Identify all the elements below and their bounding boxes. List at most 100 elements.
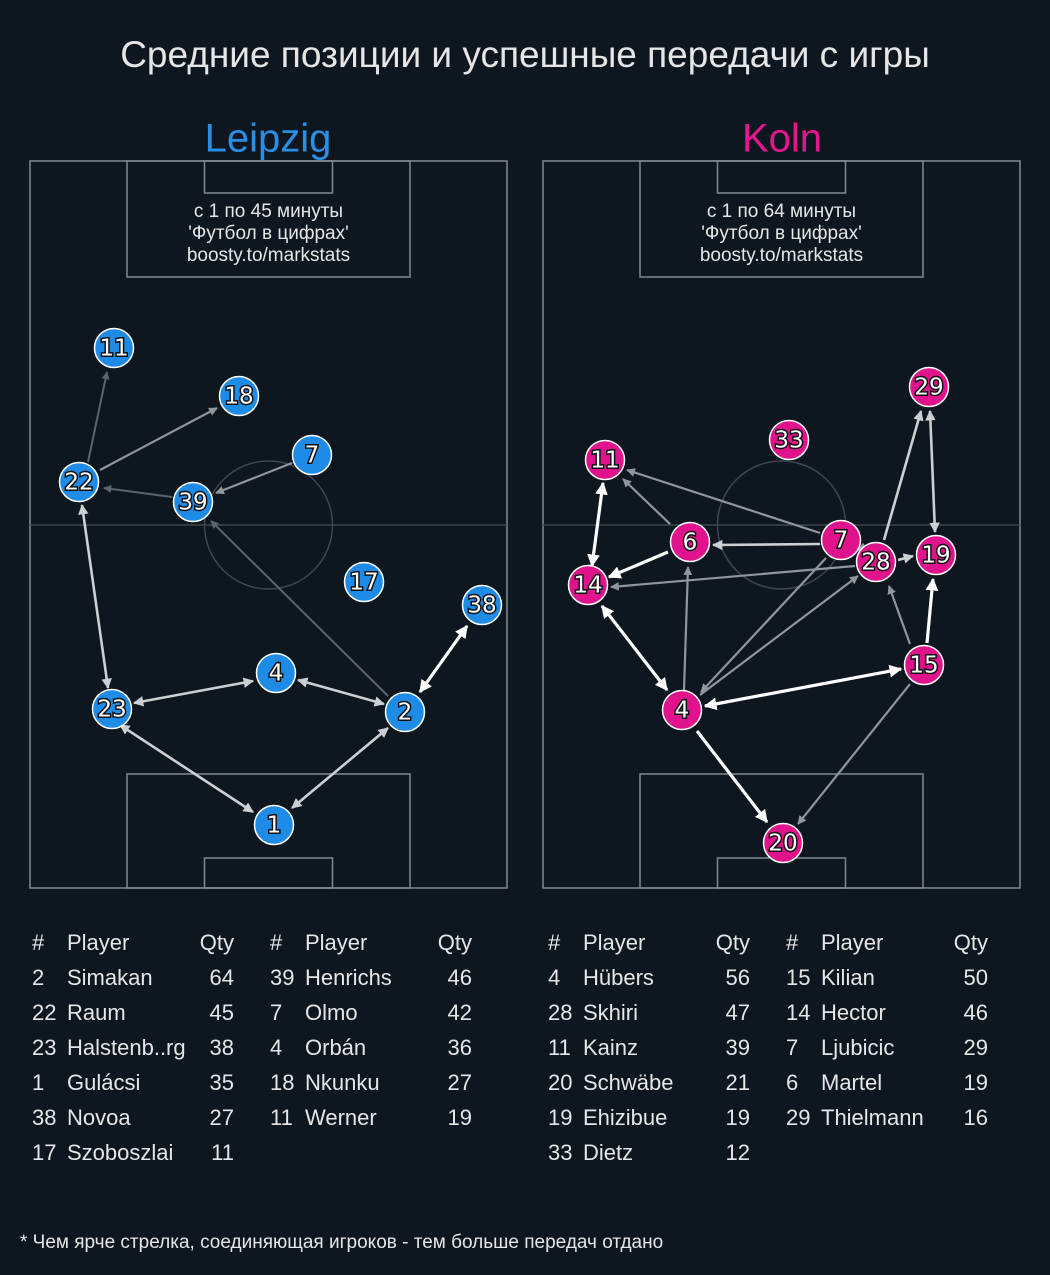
- pass-qty: 19: [448, 1105, 472, 1130]
- pitch-note: 'Футбол в цифрах': [188, 223, 348, 244]
- player-name: Olmo: [305, 1000, 358, 1025]
- column-header: #: [270, 930, 283, 955]
- arrows: [78, 371, 940, 825]
- pass-arrow: [682, 566, 693, 691]
- player-node: [567, 564, 609, 606]
- pass-qty: 39: [726, 1035, 750, 1060]
- player-node: [908, 366, 950, 408]
- center-circle: [203, 460, 334, 590]
- player-shirt: 4: [548, 965, 560, 990]
- player-shirt: 19: [548, 1105, 572, 1130]
- column-header: #: [32, 930, 45, 955]
- pass-arrow: [699, 575, 859, 696]
- player-number: 29: [914, 375, 943, 401]
- player-number: 19: [921, 543, 950, 569]
- pass-arrow: [882, 410, 924, 541]
- pass-qty: 19: [726, 1105, 750, 1130]
- player-number: 38: [467, 593, 496, 619]
- column-header: Player: [67, 930, 129, 955]
- pass-arrow: [210, 520, 389, 697]
- pitch-note: 'Футбол в цифрах': [701, 223, 861, 244]
- player-name: Orbán: [305, 1035, 366, 1060]
- player-number: 4: [675, 698, 690, 724]
- player-node: [93, 327, 135, 369]
- column-header: Qty: [954, 930, 988, 955]
- player-number: 1: [267, 813, 282, 839]
- player-number: 23: [97, 697, 126, 723]
- player-number: 14: [573, 573, 602, 599]
- pitch-note: с 1 по 45 минуты: [194, 201, 343, 222]
- player-name: Dietz: [583, 1140, 633, 1165]
- player-node: [91, 688, 133, 730]
- player-name: Gulácsi: [67, 1070, 140, 1095]
- player-shirt: 11: [548, 1035, 571, 1060]
- player-number: 18: [224, 384, 253, 410]
- pass-qty: 45: [210, 1000, 234, 1025]
- player-shirt: 18: [270, 1070, 294, 1095]
- pass-arrow: [925, 577, 939, 644]
- player-shirt: 23: [32, 1035, 56, 1060]
- player-shirt: 28: [548, 1000, 572, 1025]
- player-shirt: 14: [786, 1000, 810, 1025]
- pass-arrow: [119, 723, 254, 814]
- player-name: Hector: [821, 1000, 886, 1025]
- pitch-note: boosty.to/markstats: [700, 245, 863, 266]
- pass-qty: 27: [448, 1070, 472, 1095]
- player-shirt: 15: [786, 965, 810, 990]
- player-node: [58, 461, 100, 503]
- player-node: [669, 521, 711, 563]
- player-name: Schwäbe: [583, 1070, 674, 1095]
- pass-qty: 19: [964, 1070, 988, 1095]
- player-node: [915, 534, 957, 576]
- player-name: Kilian: [821, 965, 875, 990]
- pass-arrow: [99, 407, 218, 471]
- pass-arrow: [587, 481, 608, 568]
- player-number: 7: [834, 528, 849, 554]
- pass-qty: 27: [210, 1105, 234, 1130]
- pass-arrow: [797, 683, 911, 825]
- player-node: [172, 481, 214, 523]
- pass-arrow: [418, 624, 469, 694]
- nodes: 11 18 7 22 39 17 38 4 23 2 1 29 33 11 6 7 28 19 14 15 4 20: [58, 327, 957, 864]
- pass-arrow: [215, 461, 293, 495]
- player-node: [291, 434, 333, 476]
- player-node: [384, 691, 426, 733]
- pass-arrow: [711, 539, 821, 551]
- goal-box: [203, 857, 334, 889]
- pitch-note: boosty.to/markstats: [187, 245, 350, 266]
- player-name: Thielmann: [821, 1105, 924, 1130]
- player-name: Werner: [305, 1105, 377, 1130]
- pass-qty: 47: [726, 1000, 750, 1025]
- player-node: [768, 419, 810, 461]
- player-node: [855, 541, 897, 583]
- player-shirt: 7: [270, 1000, 282, 1025]
- player-node: [584, 439, 626, 481]
- player-name: Simakan: [67, 965, 153, 990]
- player-name: Martel: [821, 1070, 882, 1095]
- column-header: #: [786, 930, 799, 955]
- team-name: Leipzig: [205, 117, 332, 161]
- player-node: [253, 804, 295, 846]
- player-node: [903, 644, 945, 686]
- player-shirt: 20: [548, 1070, 572, 1095]
- pass-arrow: [607, 550, 669, 579]
- pass-qty: 11: [211, 1140, 234, 1165]
- column-header: Player: [583, 930, 645, 955]
- pass-arrow: [600, 604, 669, 692]
- player-shirt: 4: [270, 1035, 282, 1060]
- player-number: 33: [774, 428, 803, 454]
- player-name: Ehizibue: [583, 1105, 667, 1130]
- player-number: 17: [349, 570, 378, 596]
- player-shirt: 11: [270, 1105, 293, 1130]
- pass-arrow: [291, 727, 389, 809]
- pass-arrow: [87, 371, 110, 463]
- pass-qty: 21: [726, 1070, 750, 1095]
- player-number: 7: [305, 443, 320, 469]
- pass-arrow: [626, 468, 821, 535]
- player-node: [820, 519, 862, 561]
- pass-qty: 38: [210, 1035, 234, 1060]
- player-number: 39: [178, 490, 207, 516]
- player-shirt: 6: [786, 1070, 798, 1095]
